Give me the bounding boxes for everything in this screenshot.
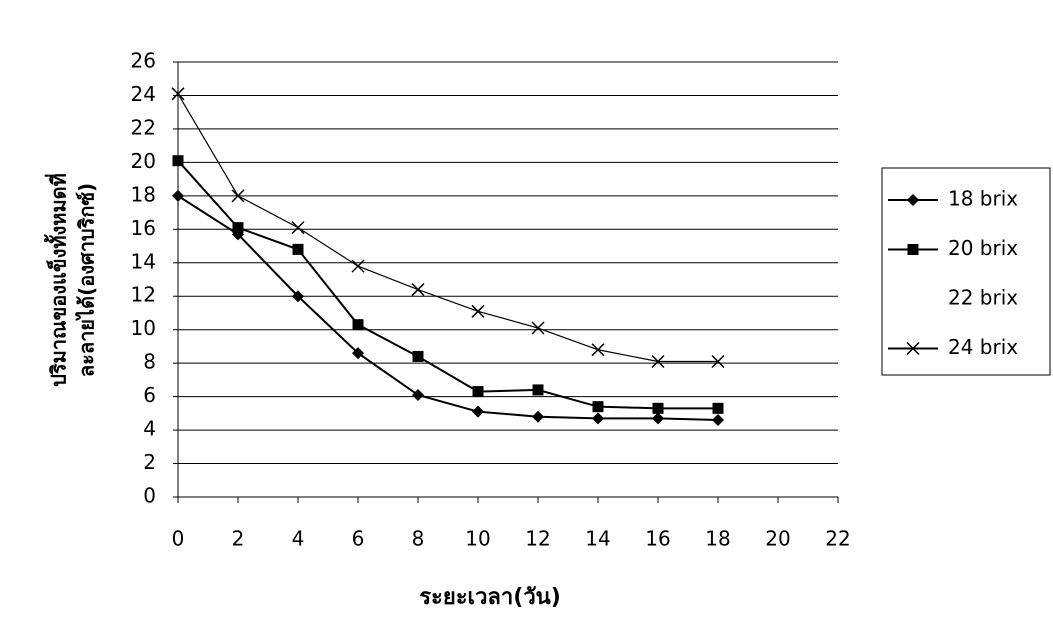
series-line [177, 195, 719, 422]
legend-label: 18 brix [948, 187, 1018, 211]
marker [531, 321, 545, 335]
x-tick-label: 14 [585, 527, 610, 551]
x-tick-label: 16 [645, 527, 670, 551]
marker [352, 319, 364, 331]
marker [711, 354, 725, 369]
marker [712, 414, 724, 427]
y-tick-label: 18 [131, 182, 156, 206]
x-tick-label: 0 [172, 527, 185, 551]
marker [472, 386, 484, 398]
marker [292, 243, 304, 255]
y-tick-label: 10 [131, 316, 156, 340]
y-tick-label: 6 [143, 383, 156, 407]
marker [291, 221, 305, 235]
marker [471, 304, 485, 318]
marker [591, 343, 605, 357]
y-tick-label: 16 [131, 216, 156, 240]
x-tick-label: 8 [412, 527, 425, 551]
y-tick-label: 0 [143, 484, 156, 508]
marker [232, 222, 244, 234]
marker [292, 290, 304, 303]
x-tick-label: 12 [525, 527, 550, 551]
marker [172, 189, 184, 202]
x-tick-label: 10 [465, 527, 490, 551]
marker [411, 283, 425, 297]
y-axis-label: ละลายได้(องศาบริกซ์) [75, 183, 99, 377]
marker [171, 87, 185, 101]
marker [412, 350, 424, 362]
marker [532, 410, 544, 423]
marker [907, 194, 919, 206]
series-line [177, 93, 718, 363]
y-axis-label: ปริมาณของแข็งทั้งหมดที่ [44, 173, 71, 387]
x-axis-label: ระยะเวลา(วัน) [419, 585, 561, 610]
marker [231, 189, 245, 203]
marker [652, 402, 664, 414]
x-tick-label: 4 [292, 527, 305, 551]
marker [652, 412, 664, 425]
x-tick-label: 20 [765, 527, 790, 551]
series-line [177, 160, 718, 410]
marker [592, 412, 604, 425]
y-tick-label: 20 [131, 149, 156, 173]
y-tick-label: 26 [131, 49, 156, 73]
y-tick-label: 8 [143, 350, 156, 374]
marker [352, 347, 364, 360]
y-tick-label: 12 [131, 283, 156, 307]
marker [906, 341, 920, 356]
y-tick-label: 24 [131, 82, 156, 106]
x-tick-label: 6 [352, 527, 365, 551]
marker [532, 384, 544, 396]
marker [472, 405, 484, 418]
marker [907, 244, 919, 255]
legend-label: 20 brix [948, 236, 1018, 260]
legend-label: 22 brix [948, 286, 1018, 310]
x-tick-label: 22 [825, 527, 850, 551]
y-tick-label: 14 [131, 249, 156, 273]
marker [592, 401, 604, 413]
marker [712, 402, 724, 414]
marker [412, 388, 424, 401]
legend-label: 24 brix [948, 335, 1018, 359]
y-tick-label: 4 [143, 417, 156, 441]
marker [172, 155, 184, 167]
marker [351, 259, 365, 273]
x-tick-label: 18 [705, 527, 730, 551]
y-tick-label: 22 [131, 115, 156, 139]
marker [651, 354, 665, 369]
x-tick-label: 2 [232, 527, 245, 551]
y-tick-label: 2 [143, 450, 156, 474]
